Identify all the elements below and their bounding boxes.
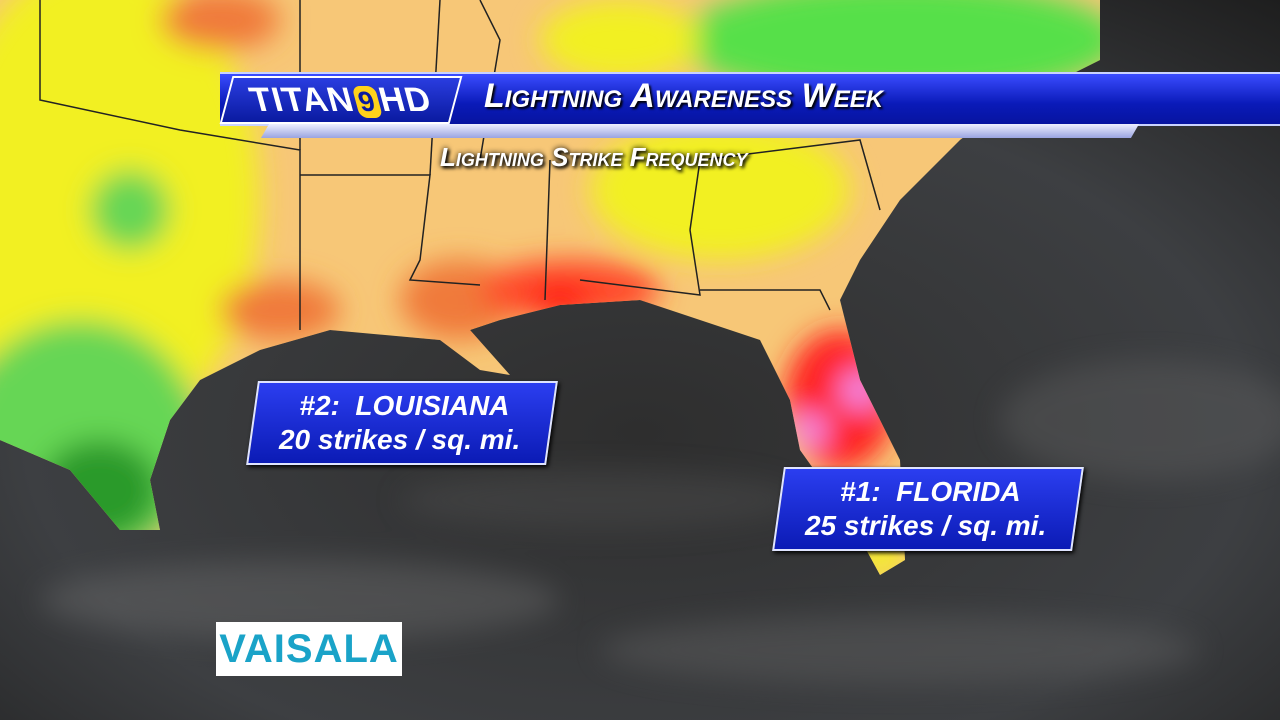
source-logo: VAISALA [216,622,402,676]
logo-suffix: HD [374,80,437,119]
callout-rank: #1: FLORIDA [840,476,1021,507]
callout: #1: FLORIDA 25 strikes / sq. mi. [772,467,1084,551]
banner-underline [260,124,1140,138]
title: Lightning Awareness Week [484,77,884,115]
subtitle: Lightning Strike Frequency [440,142,748,172]
callout: #2: LOUISIANA 20 strikes / sq. mi. [246,381,558,465]
logo-name: TITAN [245,80,359,119]
clouds [40,360,1280,685]
callout-value: 20 strikes / sq. mi. [278,424,521,455]
station-logo: TITAN9HD [219,76,463,124]
callout-value: 25 strikes / sq. mi. [804,510,1047,541]
callout-rank: #2: LOUISIANA [299,390,510,421]
